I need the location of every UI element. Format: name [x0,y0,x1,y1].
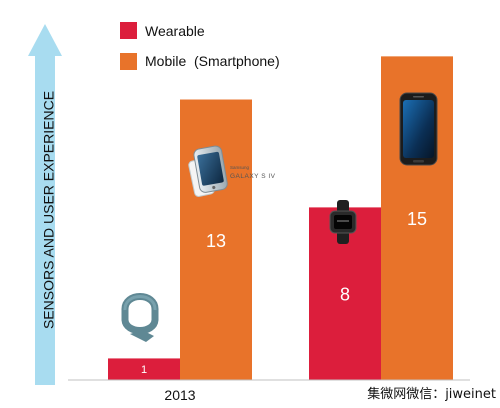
legend-item-mobile: Mobile (Smartphone) [120,53,280,70]
legend-label-mobile: Mobile (Smartphone) [145,53,280,69]
y-axis-title: SENSORS AND USER EXPERIENCE [41,91,57,329]
smartwatch-icon [329,200,357,244]
data-label-mobile-0: 13 [206,231,226,251]
x-tick-label-0: 2013 [164,387,195,403]
legend: Wearable Mobile (Smartphone) [120,22,280,70]
galaxy-model-text: GALAXY S IV [230,173,276,180]
legend-swatch-mobile [120,53,137,70]
galaxy-brand-text: Samsung [230,165,250,170]
legend-swatch-wearable [120,22,137,39]
data-label-mobile-1: 15 [407,209,427,229]
x-tick-labels: 2013 [164,387,195,403]
edge-phone-icon [399,92,438,166]
y-axis-arrow-shape [28,24,62,385]
galaxy-phone-icon: Samsung GALAXY S IV [188,145,276,197]
legend-label-wearable: Wearable [145,23,205,39]
y-axis-arrow: SENSORS AND USER EXPERIENCE [28,24,62,385]
legend-item-wearable: Wearable [120,22,205,39]
bar-labels: 1 8 13 15 [141,209,427,376]
fitness-band-icon [121,293,159,342]
bar-wearable-0 [108,358,180,380]
watermark-text: 集微网微信：jiweinet [367,386,496,402]
data-label-wearable-0: 1 [141,364,147,376]
data-label-wearable-1: 8 [340,285,350,305]
